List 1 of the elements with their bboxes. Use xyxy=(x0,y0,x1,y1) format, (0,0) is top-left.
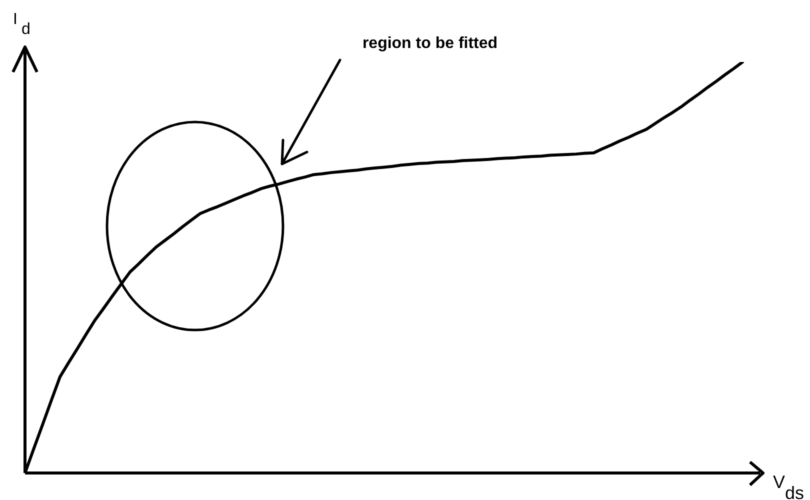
text: region to be fitted xyxy=(362,35,498,52)
